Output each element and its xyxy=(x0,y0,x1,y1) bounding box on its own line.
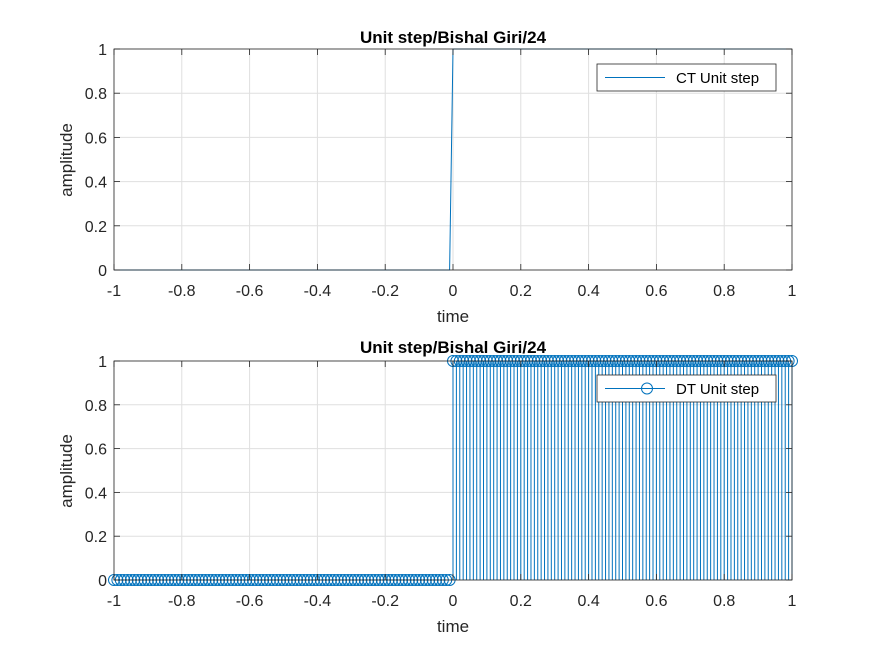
x-tick-label: -0.8 xyxy=(168,283,196,300)
x-tick-label: 0 xyxy=(449,593,458,610)
x-tick-label: -0.8 xyxy=(168,593,196,610)
x-tick-label: 0.2 xyxy=(510,283,532,300)
legend-label: CT Unit step xyxy=(676,70,759,87)
y-tick-label: 1 xyxy=(98,42,107,59)
ticks: -1 -0.8 -0.6 -0.4 -0.2 0 0.2 0.4 0.6 0.8 1 0 0.2 0.4 0… xyxy=(85,42,797,300)
x-tick-label: 0.8 xyxy=(713,593,735,610)
y-tick-label: 0.2 xyxy=(85,529,107,546)
x-axis-label: time xyxy=(437,307,469,326)
ct-unit-step-axes: -1 -0.8 -0.6 -0.4 -0.2 0 0.2 0.4 0.6 0.8 1 0 0.2 0.4 0… xyxy=(57,28,797,326)
x-tick-label: 0.6 xyxy=(645,283,667,300)
y-tick-label: 0.2 xyxy=(85,219,107,236)
dt-unit-step-axes: -1 -0.8 -0.6 -0.4 -0.2 0 0.2 0.4 0.6 0.8 1 0 0.2 0.4 0… xyxy=(57,338,798,636)
x-tick-label: 0.6 xyxy=(645,593,667,610)
x-tick-label: -0.6 xyxy=(236,283,264,300)
y-tick-label: 0.8 xyxy=(85,398,107,415)
x-tick-label: 1 xyxy=(788,283,797,300)
chart-title: Unit step/Bishal Giri/24 xyxy=(360,28,547,47)
ticks: -1 -0.8 -0.6 -0.4 -0.2 0 0.2 0.4 0.6 0.8 1 0 0.2 0.4 0… xyxy=(85,354,797,610)
x-tick-label: -1 xyxy=(107,283,121,300)
x-tick-label: 0 xyxy=(449,283,458,300)
x-tick-label: 1 xyxy=(788,593,797,610)
y-axis-label: amplitude xyxy=(57,434,76,508)
y-axis-label: amplitude xyxy=(57,123,76,197)
x-tick-label: -0.2 xyxy=(371,593,399,610)
chart-title: Unit step/Bishal Giri/24 xyxy=(360,338,547,357)
legend-label: DT Unit step xyxy=(676,381,759,398)
y-tick-label: 0 xyxy=(98,573,107,590)
x-tick-label: -0.4 xyxy=(304,593,332,610)
y-tick-label: 0.6 xyxy=(85,442,107,459)
x-tick-label: -0.4 xyxy=(304,283,332,300)
y-tick-label: 0.6 xyxy=(85,130,107,147)
y-tick-label: 0.8 xyxy=(85,86,107,103)
y-tick-label: 0.4 xyxy=(85,175,107,192)
x-axis-label: time xyxy=(437,617,469,636)
x-tick-label: 0.4 xyxy=(577,283,599,300)
x-tick-label: 0.4 xyxy=(577,593,599,610)
x-tick-label: 0.2 xyxy=(510,593,532,610)
x-tick-label: -0.6 xyxy=(236,593,264,610)
legend: CT Unit step xyxy=(596,63,777,92)
x-tick-label: -0.2 xyxy=(371,283,399,300)
y-tick-label: 0 xyxy=(98,263,107,280)
y-tick-label: 1 xyxy=(98,354,107,371)
legend: DT Unit step xyxy=(596,374,777,403)
y-tick-label: 0.4 xyxy=(85,485,107,502)
legend-circle-marker xyxy=(641,382,653,395)
x-tick-label: -1 xyxy=(107,593,121,610)
x-tick-label: 0.8 xyxy=(713,283,735,300)
